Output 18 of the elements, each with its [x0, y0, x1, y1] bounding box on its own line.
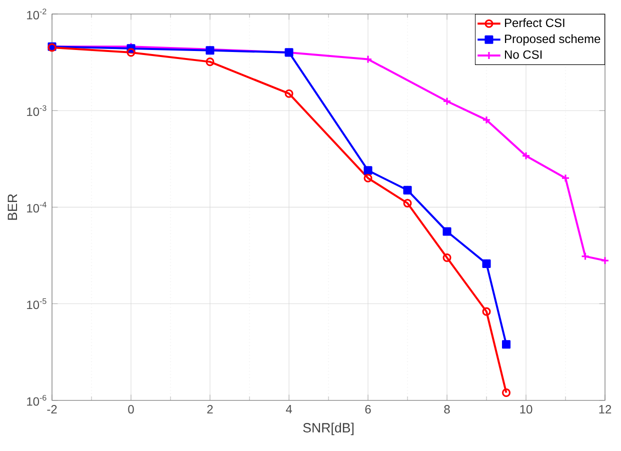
y-tick-label: 10$^{-6}$ [27, 394, 46, 406]
y-tick-label: 10$^{-5}$ [27, 298, 46, 310]
x-tick-label: 0 [128, 405, 134, 414]
y-axis-title: BER [8, 194, 18, 220]
x-tick-label: 8 [444, 405, 450, 414]
y-tick-label: 10$^{-3}$ [27, 105, 46, 116]
x-tick-label: 2 [207, 405, 213, 414]
x-tick-label: -2 [47, 405, 57, 414]
x-axis-title: SNR[dB] [303, 422, 354, 436]
legend-label: Proposed scheme [504, 34, 600, 46]
legend-label: No CSI [504, 50, 542, 59]
legend-label: Perfect CSI [504, 18, 564, 28]
y-tick-label: 10$^{-4}$ [27, 202, 46, 213]
y-tick-label: 10$^{-2}$ [27, 8, 46, 20]
x-tick-label: 4 [286, 405, 292, 414]
x-tick-label: 6 [365, 405, 371, 414]
x-tick-label: 12 [599, 405, 612, 414]
x-tick-label: 10 [520, 405, 532, 414]
